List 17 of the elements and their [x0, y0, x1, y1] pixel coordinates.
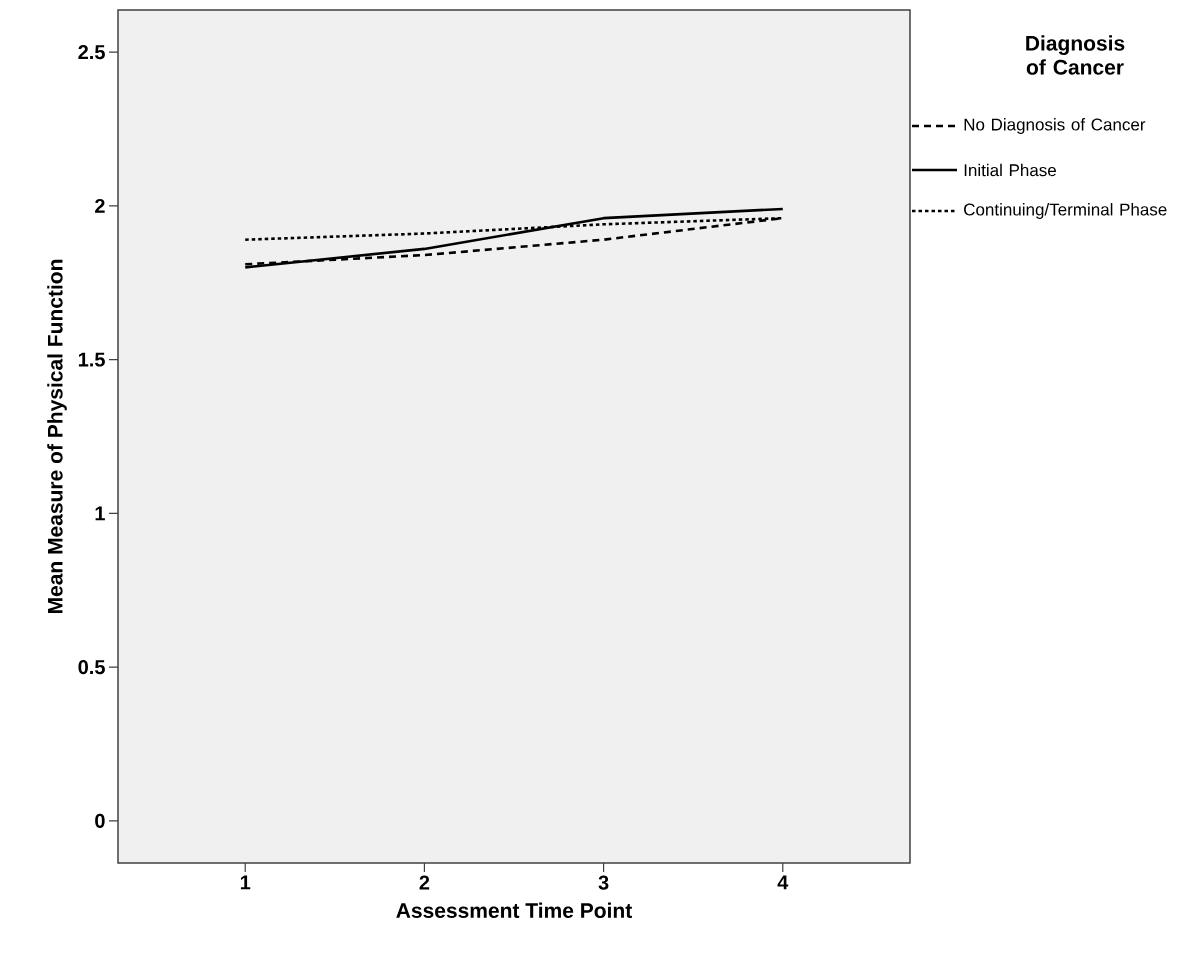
x-tick-label: 4 [777, 875, 789, 890]
x-tick-label: 3 [598, 875, 609, 890]
legend-label: Initial Phase [964, 163, 1056, 177]
line-series [243, 207, 785, 269]
y-tick-label: 2 [95, 198, 105, 213]
y-tick-label: 2.5 [78, 45, 105, 60]
x-axis-title: Assessment Time Point [396, 902, 632, 918]
y-tick-label: 0.5 [78, 660, 105, 675]
legend-label: No Diagnosis of Cancer [964, 118, 1146, 134]
legend-title: Diagnosis of Cancer [1026, 35, 1125, 75]
y-tick-label: 1 [95, 506, 105, 521]
y-tick-label: 1.5 [78, 352, 105, 367]
x-tick-label: 2 [419, 875, 430, 890]
y-tick-label: 0 [95, 813, 105, 828]
x-tick-label: 1 [240, 875, 251, 890]
y-axis-title: Mean Measure of Physical Function [47, 259, 67, 614]
legend-label: Continuing/Terminal Phase [964, 203, 1167, 219]
